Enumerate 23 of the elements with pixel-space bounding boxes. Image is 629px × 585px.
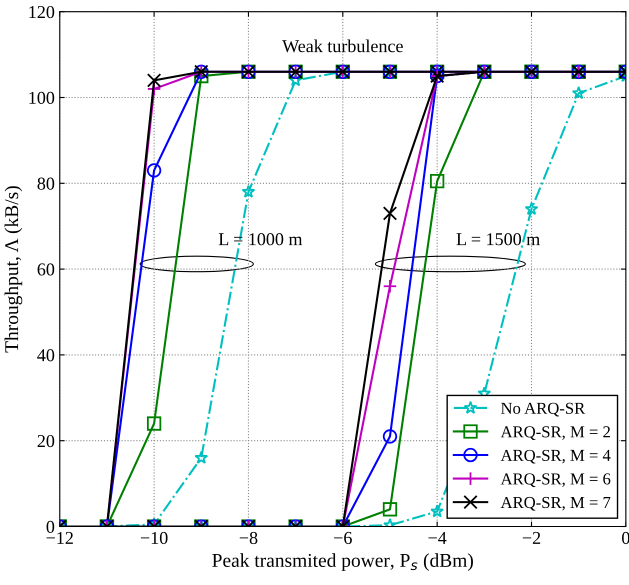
annotation: L = 1000 m (218, 233, 302, 246)
y-tick-label: 120 (29, 6, 54, 18)
x-tick-label: −2 (522, 532, 540, 544)
y-tick-label: 20 (38, 434, 54, 448)
x-tick-label: −8 (240, 532, 258, 544)
x-tick-label: −10 (140, 532, 168, 544)
y-tick-label: 0 (46, 520, 54, 533)
legend-label: ARQ-SR, M = 7 (500, 496, 610, 511)
annotation: L = 1500 m (456, 233, 540, 246)
legend-label: ARQ-SR, M = 4 (500, 450, 611, 464)
annotation: Weak turbulence (282, 40, 403, 52)
y-tick-label: 40 (37, 349, 54, 362)
legend-label: No ARQ-SR (500, 402, 586, 416)
legend-label: ARQ-SR, M = 2 (500, 426, 610, 440)
y-tick-label: 100 (29, 92, 54, 104)
x-tick-label: −12 (46, 532, 73, 544)
x-tick-label: −6 (334, 532, 352, 544)
legend-label: ARQ-SR, M = 6 (500, 473, 610, 488)
y-tick-label: 60 (38, 263, 54, 276)
y-tick-label: 80 (38, 178, 54, 190)
x-tick-label: −4 (428, 532, 446, 544)
x-axis-title: Peak transmited power, P$_{s}$ (dBm) (212, 553, 473, 571)
y-axis-title: Throughput, Λ (kB/s) (4, 186, 22, 353)
